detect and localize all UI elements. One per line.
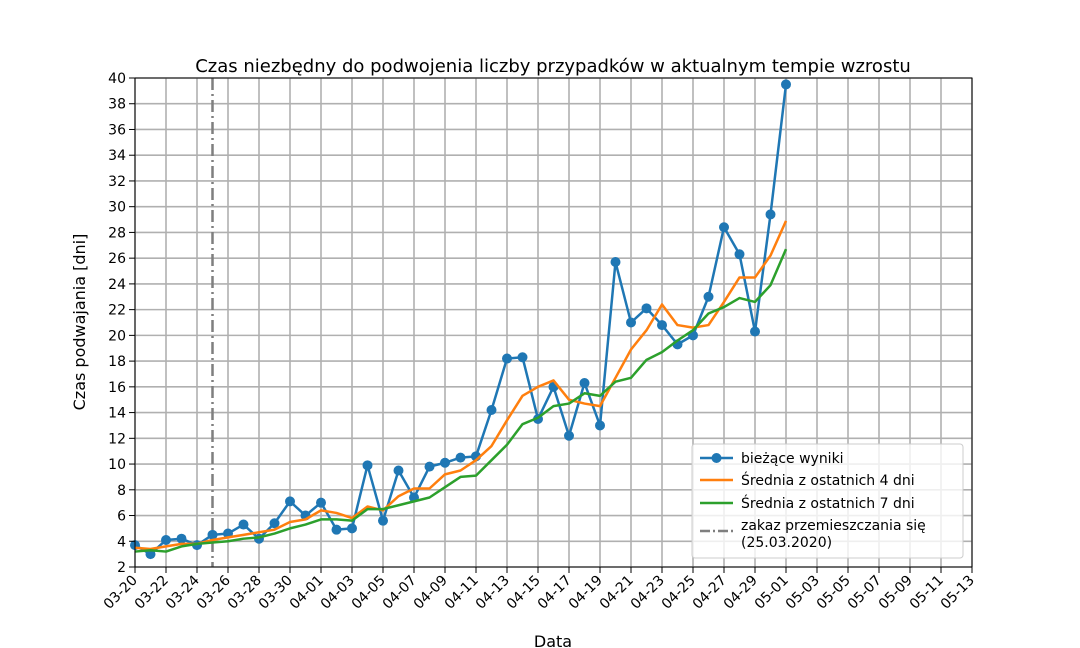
y-tick-label: 12: [108, 431, 126, 447]
y-tick-label: 10: [108, 457, 126, 473]
y-axis-title: Czas podwajania [dni]: [70, 234, 89, 411]
data-point: [579, 377, 590, 388]
data-point: [207, 529, 218, 540]
data-point: [238, 519, 249, 530]
data-point: [440, 457, 450, 468]
x-axis-title: Data: [534, 632, 572, 648]
data-point: [424, 461, 435, 472]
data-point: [161, 534, 171, 545]
data-point: [176, 533, 187, 544]
series-group: [130, 79, 791, 560]
data-point: [750, 326, 760, 337]
data-point: [610, 257, 621, 268]
y-tick-label: 38: [108, 97, 126, 113]
data-point: [734, 249, 745, 260]
data-point: [781, 79, 791, 90]
legend-label-lockdown-line: (25.03.2020): [741, 535, 832, 551]
data-point: [455, 452, 466, 463]
plot-frame: [134, 77, 973, 568]
data-point: [564, 430, 574, 441]
data-point: [703, 291, 714, 302]
data-point: [347, 523, 357, 534]
y-tick-label: 30: [108, 200, 126, 216]
y-tick-label: 34: [108, 148, 126, 164]
data-point: [378, 515, 388, 526]
legend: bieżące wyniki Średnia z ostatnich 4 dni…: [691, 443, 964, 559]
y-tick-label: 14: [108, 406, 126, 422]
data-point: [362, 460, 373, 471]
data-point: [316, 497, 326, 508]
y-tick-label: 40: [108, 71, 126, 87]
data-point: [331, 524, 342, 535]
data-point: [486, 405, 497, 416]
series-line-2: [134, 248, 788, 553]
legend-label-lockdown-line: zakaz przemieszczania się: [741, 518, 926, 534]
data-point: [657, 320, 667, 331]
data-point: [269, 518, 280, 529]
legend-label-lockdown: zakaz przemieszczania się (25.03.2020): [741, 518, 926, 551]
y-tick-label: 6: [117, 509, 126, 525]
legend-label-avg7: Średnia z ostatnich 7 dni: [741, 494, 915, 512]
y-tick-label: 32: [108, 174, 126, 190]
y-tick-label: 36: [108, 122, 126, 138]
y-tick-label: 24: [108, 277, 126, 293]
legend-box: [691, 443, 964, 559]
series-line-1: [134, 220, 788, 551]
legend-marker-current: [711, 453, 722, 463]
y-tick-label: 16: [108, 380, 126, 396]
y-tick-label: 18: [108, 354, 126, 370]
data-point: [641, 303, 652, 314]
y-tick-label: 22: [108, 303, 126, 319]
legend-label-current: bieżące wyniki: [741, 451, 844, 467]
data-point: [595, 420, 605, 431]
y-tick-label: 26: [108, 251, 126, 267]
data-point: [765, 209, 776, 220]
data-point: [517, 352, 528, 363]
data-point: [719, 222, 729, 233]
data-point: [502, 353, 512, 364]
y-tick-label: 2: [117, 560, 126, 576]
data-point: [393, 465, 404, 476]
y-tick-label: 28: [108, 225, 126, 241]
y-tick-label: 4: [117, 534, 126, 550]
chart-title: Czas niezbędny do podwojenia liczby przy…: [195, 56, 911, 77]
y-tick-label: 8: [117, 483, 126, 499]
data-point: [626, 317, 636, 328]
data-point: [285, 496, 295, 507]
y-tick-label: 20: [108, 328, 126, 344]
legend-label-avg4: Średnia z ostatnich 4 dni: [741, 471, 915, 489]
